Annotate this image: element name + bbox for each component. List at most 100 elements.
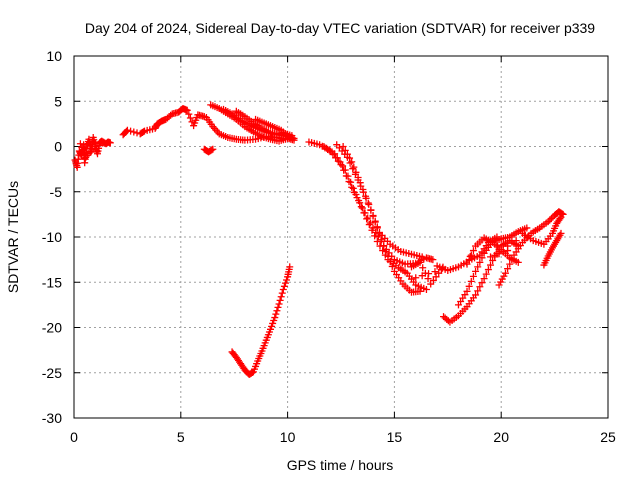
data-point	[364, 214, 372, 222]
data-point	[416, 287, 424, 295]
y-tick-labels: -30 -25 -20 -15 -10 -5 0 5 10	[42, 48, 62, 426]
data-point	[382, 247, 390, 255]
x-tick-label: 25	[600, 429, 616, 445]
y-tick-label: -5	[50, 184, 63, 200]
data-point	[279, 285, 287, 293]
data-point	[373, 223, 381, 231]
data-point	[489, 257, 497, 265]
data-point	[130, 128, 138, 136]
data-point	[183, 106, 191, 114]
data-point	[487, 261, 495, 269]
data-point	[347, 178, 355, 186]
data-point	[484, 266, 492, 274]
data-point	[371, 217, 379, 225]
data-point	[371, 232, 379, 240]
data-point	[466, 252, 474, 260]
data-point	[501, 269, 509, 277]
data-point	[84, 140, 92, 148]
data-point	[286, 263, 294, 271]
series-midday-track-5	[252, 115, 294, 141]
data-point	[362, 192, 370, 200]
data-point	[348, 183, 356, 191]
data-point	[358, 204, 366, 212]
data-point	[349, 165, 357, 173]
data-point	[139, 128, 147, 136]
data-point	[356, 179, 364, 187]
data-point	[123, 126, 131, 134]
data-point	[431, 268, 439, 276]
data-point	[418, 272, 426, 280]
series-evening-track-6	[519, 213, 565, 248]
data-point	[344, 172, 352, 180]
data-point	[504, 265, 512, 273]
data-point	[366, 219, 374, 227]
data-point	[478, 279, 486, 287]
data-point	[336, 158, 344, 166]
data-point	[546, 216, 554, 224]
data-point	[463, 287, 471, 295]
data-point	[79, 147, 87, 155]
data-point	[474, 287, 482, 295]
data-point	[558, 210, 566, 218]
data-point	[504, 247, 512, 255]
data-point	[380, 242, 388, 250]
data-point	[373, 238, 381, 246]
series-evening-track-5	[495, 208, 567, 289]
x-tick-label: 0	[70, 429, 78, 445]
data-point	[290, 134, 298, 142]
series-early-cluster	[71, 133, 114, 171]
data-point	[99, 139, 107, 147]
data-point	[429, 256, 437, 264]
series-evening-scatter	[407, 231, 529, 288]
data-point	[357, 203, 365, 211]
series-evening-track-7	[540, 229, 565, 269]
y-tick-label: -25	[42, 365, 62, 381]
data-point	[350, 163, 358, 171]
data-point	[273, 307, 281, 315]
data-point	[185, 110, 193, 118]
data-point	[76, 140, 84, 148]
data-point	[418, 253, 426, 261]
data-point	[474, 263, 482, 271]
data-point	[360, 209, 368, 217]
data-point	[476, 258, 484, 266]
data-point	[276, 296, 284, 304]
data-marks	[71, 101, 567, 379]
data-point	[412, 274, 420, 282]
data-point	[363, 215, 371, 223]
series-descent-3	[333, 141, 424, 296]
y-tick-label: 0	[54, 139, 62, 155]
data-point	[88, 145, 96, 153]
data-point	[272, 310, 280, 318]
y-tick-label: -10	[42, 229, 62, 245]
x-axis-label: GPS time / hours	[287, 457, 394, 473]
y-tick-label: -30	[42, 410, 62, 426]
data-point	[422, 285, 430, 293]
data-point	[346, 154, 354, 162]
data-point	[367, 206, 375, 214]
data-point	[275, 300, 283, 308]
y-tick-label: -15	[42, 274, 62, 290]
data-point	[514, 258, 522, 266]
data-point	[478, 254, 486, 262]
data-point	[512, 237, 520, 245]
data-point	[547, 214, 555, 222]
data-point	[508, 256, 516, 264]
data-point	[435, 269, 443, 277]
x-tick-labels: 0 5 10 15 20 25	[70, 429, 616, 445]
data-point	[271, 314, 279, 322]
data-point	[355, 197, 363, 205]
data-point	[78, 143, 86, 151]
x-tick-label: 5	[177, 429, 185, 445]
data-point	[523, 224, 531, 232]
data-point	[506, 260, 514, 268]
data-point	[432, 273, 440, 281]
data-point	[467, 251, 475, 259]
data-point	[425, 270, 433, 278]
y-tick-label: 5	[54, 93, 62, 109]
data-point	[480, 275, 488, 283]
data-point	[352, 168, 360, 176]
data-point	[495, 250, 503, 258]
data-point	[499, 248, 507, 256]
data-point	[283, 276, 291, 284]
